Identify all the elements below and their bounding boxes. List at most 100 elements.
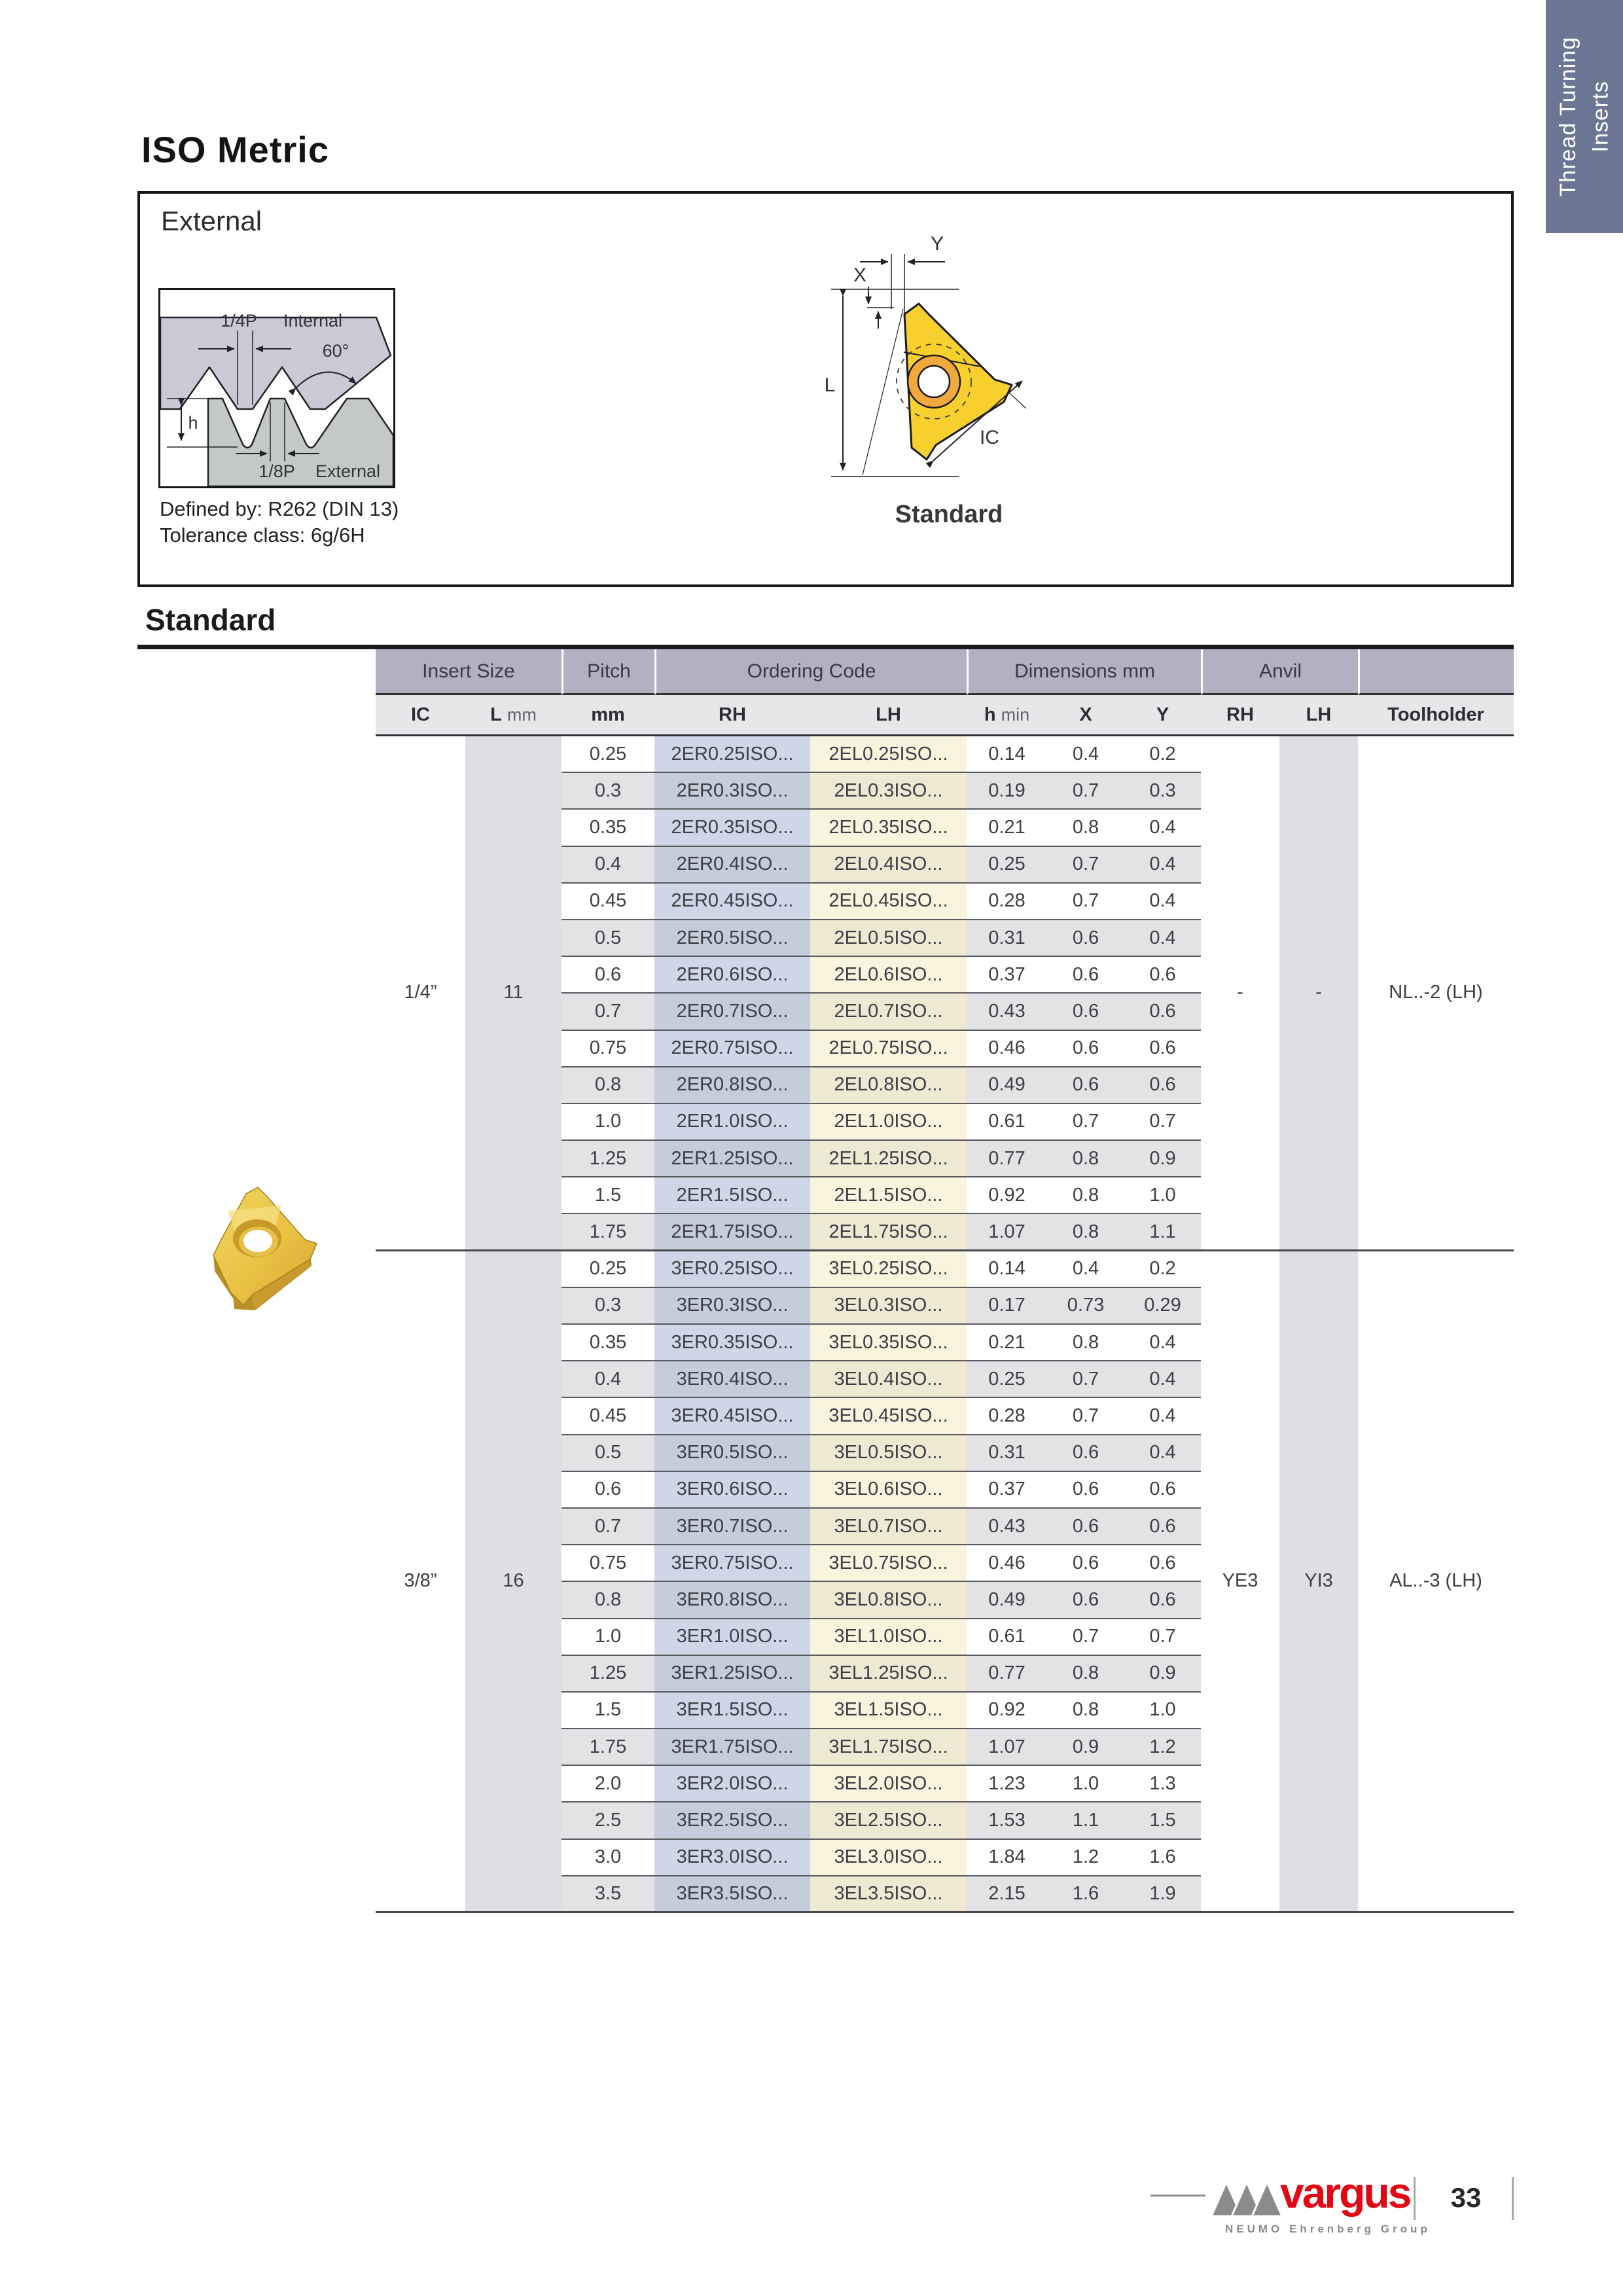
internal-thread-shape <box>160 316 392 410</box>
table-cell: 0.6 <box>1047 957 1124 994</box>
table-cell: 0.6 <box>1124 1582 1201 1619</box>
external-box-title: External <box>161 206 262 236</box>
table-cell: 0.21 <box>967 810 1047 847</box>
table-cell: 0.29 <box>1124 1287 1201 1325</box>
footer-divider <box>1414 2177 1416 2220</box>
table-cell: 1.0 <box>1047 1766 1124 1803</box>
insert-photo <box>213 1187 317 1310</box>
table-cell: 0.7 <box>1047 1103 1124 1141</box>
table-cell: 0.3 <box>1124 773 1201 810</box>
table-cell: 1.0 <box>1124 1692 1201 1730</box>
table-group-header: Anvil <box>1201 649 1358 695</box>
column-header-label: LH <box>1306 704 1332 725</box>
column-header-sublabel: min <box>1001 704 1030 725</box>
defined-by-text: Defined by: R262 (DIN 13) <box>160 497 399 520</box>
edge-extension-line <box>862 308 904 476</box>
table-column-header: LH <box>1279 695 1358 736</box>
table-cell: 2ER0.35ISO... <box>654 810 810 847</box>
table-cell: 3EL0.45ISO... <box>810 1398 967 1435</box>
table-cell: 3ER2.5ISO... <box>654 1803 810 1840</box>
table-cell: 0.4 <box>1124 883 1201 920</box>
table-span-cell-toolholder: AL..-3 (LH) <box>1358 1251 1514 1913</box>
table-group-header: Pitch <box>562 649 654 695</box>
table-cell: 0.35 <box>562 810 654 847</box>
table-cell: 2ER0.6ISO... <box>654 957 810 994</box>
table-cell: 0.31 <box>967 1435 1047 1472</box>
table-cell: 0.6 <box>1047 1030 1124 1067</box>
column-header-label: IC <box>411 704 430 725</box>
table-cell: 0.61 <box>967 1619 1047 1656</box>
table-cell: 0.8 <box>1047 1214 1124 1251</box>
table-cell: 0.8 <box>1047 1325 1124 1362</box>
table-cell: 0.49 <box>967 1067 1047 1104</box>
table-cell: 0.25 <box>967 846 1047 884</box>
table-cell: 2ER1.25ISO... <box>654 1141 810 1178</box>
table-cell: 0.46 <box>967 1030 1047 1067</box>
table-cell: 3EL3.0ISO... <box>810 1839 967 1876</box>
table-cell: 1.23 <box>967 1766 1047 1803</box>
table-cell: 0.92 <box>967 1177 1047 1215</box>
table-cell: 0.6 <box>1047 994 1124 1031</box>
side-tab-thread-turning-inserts[interactable]: Thread Turning Inserts <box>1546 0 1623 233</box>
table-column-header: mm <box>562 695 654 736</box>
table-cell: 0.6 <box>562 1471 654 1509</box>
table-cell: 0.6 <box>1124 1067 1201 1104</box>
standard-table: Insert Size Pitch Ordering Code Dimensions … <box>376 649 1514 1913</box>
table-cell: 0.28 <box>967 1398 1047 1435</box>
table-cell: 0.7 <box>562 994 654 1031</box>
table-group-header: Ordering Code <box>654 649 967 695</box>
table-cell: 0.7 <box>1124 1103 1201 1141</box>
table-cell: 1.53 <box>967 1803 1047 1840</box>
table-cell: 0.6 <box>1047 1582 1124 1619</box>
table-cell: 0.6 <box>1124 1471 1201 1509</box>
table-column-header: IC <box>376 695 465 736</box>
table-cell: 3EL2.0ISO... <box>810 1766 967 1803</box>
table-cell: 1.1 <box>1124 1214 1201 1251</box>
table-column-header: X <box>1047 695 1124 736</box>
table-cell: 1.75 <box>562 1729 654 1767</box>
table-cell: 0.4 <box>562 1361 654 1399</box>
table-cell: 2.15 <box>967 1876 1047 1913</box>
table-cell: 0.5 <box>562 1435 654 1472</box>
table-cell: 3EL1.0ISO... <box>810 1619 967 1656</box>
table-cell: 0.35 <box>562 1325 654 1362</box>
table-cell: 3EL1.5ISO... <box>810 1692 967 1730</box>
table-cell: 0.4 <box>1124 1435 1201 1472</box>
table-cell: 0.77 <box>967 1655 1047 1693</box>
table-column-header: Y <box>1124 695 1201 736</box>
table-cell: 3ER1.75ISO... <box>654 1729 810 1767</box>
angle-label: 60° <box>323 341 349 361</box>
table-cell: 1.5 <box>1124 1803 1201 1840</box>
table-cell: 0.45 <box>562 883 654 920</box>
table-cell: 3EL2.5ISO... <box>810 1803 967 1840</box>
logo-triangle <box>1209 2179 1243 2217</box>
table-cell: 0.4 <box>1047 736 1124 774</box>
table-cell: 3EL1.25ISO... <box>810 1655 967 1693</box>
table-cell: 0.8 <box>1047 1692 1124 1730</box>
table-cell: 0.9 <box>1124 1141 1201 1178</box>
table-cell: 0.37 <box>967 957 1047 994</box>
table-cell: 0.4 <box>1124 846 1201 884</box>
table-cell: 0.7 <box>1124 1619 1201 1656</box>
table-cell: 3EL0.7ISO... <box>810 1508 967 1546</box>
table-cell: 2EL0.45ISO... <box>810 883 967 920</box>
table-cell: 1.07 <box>967 1729 1047 1767</box>
table-cell: 2ER1.75ISO... <box>654 1214 810 1251</box>
column-header-label: L <box>490 704 502 725</box>
table-cell: 3.5 <box>562 1876 654 1913</box>
table-cell: 0.46 <box>967 1545 1047 1583</box>
column-header-label: Toolholder <box>1387 704 1484 725</box>
table-cell: 2EL0.5ISO... <box>810 920 967 958</box>
table-cell: 0.6 <box>1047 1508 1124 1546</box>
table-cell: 2ER0.75ISO... <box>654 1030 810 1067</box>
table-cell: 0.14 <box>967 1251 1047 1288</box>
table-span-cell-anvil_lh: - <box>1279 736 1358 1251</box>
table-cell: 0.6 <box>1047 1471 1124 1509</box>
table-cell: 0.73 <box>1047 1287 1124 1325</box>
table-cell: 2ER1.5ISO... <box>654 1177 810 1215</box>
table-cell: 0.2 <box>1124 1251 1201 1288</box>
column-header-label: RH <box>719 704 746 725</box>
table-cell: 0.77 <box>967 1141 1047 1178</box>
table-cell: 1.07 <box>967 1214 1047 1251</box>
page-title: ISO Metric <box>141 129 329 170</box>
